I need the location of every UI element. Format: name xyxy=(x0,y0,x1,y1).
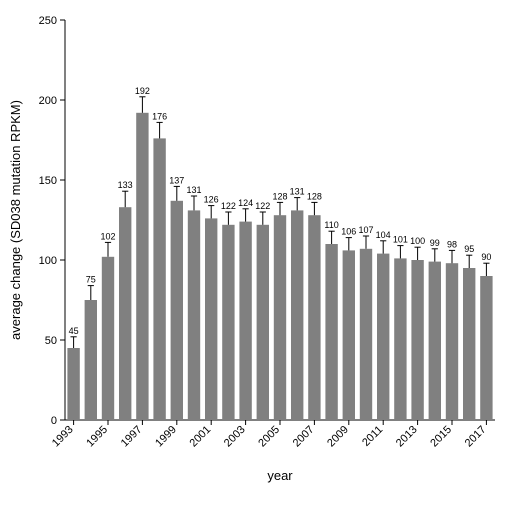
bar xyxy=(325,244,337,420)
bar-value-label: 176 xyxy=(152,111,167,121)
y-tick-label: 250 xyxy=(39,15,57,27)
y-tick-label: 50 xyxy=(45,335,57,347)
x-tick-label: 1993 xyxy=(50,424,76,450)
bar xyxy=(188,210,200,420)
bar-value-label: 110 xyxy=(324,220,338,230)
bar xyxy=(153,138,165,420)
bar-value-label: 128 xyxy=(272,191,287,201)
bar xyxy=(136,113,148,420)
bar xyxy=(394,258,406,420)
x-tick-label: 2003 xyxy=(222,424,248,450)
bar xyxy=(480,276,492,420)
x-tick-label: 1995 xyxy=(84,424,110,450)
bar xyxy=(67,348,79,420)
bar xyxy=(257,225,269,420)
bar-value-label: 102 xyxy=(100,231,115,241)
x-tick-label: 2011 xyxy=(360,424,385,449)
bar-value-label: 95 xyxy=(464,244,474,254)
bar xyxy=(222,225,234,420)
bar xyxy=(463,268,475,420)
bar-value-label: 124 xyxy=(238,198,253,208)
bar xyxy=(429,262,441,420)
bar-value-label: 104 xyxy=(376,230,391,240)
bar-value-label: 131 xyxy=(290,187,305,197)
bar-value-label: 131 xyxy=(186,185,201,195)
bar-value-label: 107 xyxy=(358,225,373,235)
x-tick-label: 2017 xyxy=(463,424,489,450)
bar xyxy=(360,249,372,420)
bar xyxy=(85,300,97,420)
bar-value-label: 133 xyxy=(118,180,133,190)
bar-value-label: 75 xyxy=(86,275,96,285)
x-tick-label: 1999 xyxy=(153,424,179,450)
bar-chart: 0 50 100 150 200 250 average change (SD038 mut… xyxy=(0,0,513,510)
bar xyxy=(308,215,320,420)
bar xyxy=(239,222,251,420)
x-tick-label: 2009 xyxy=(325,424,351,450)
bar xyxy=(102,257,114,420)
bar-value-label: 98 xyxy=(447,239,457,249)
bar xyxy=(205,218,217,420)
x-tick-label: 2007 xyxy=(291,424,317,450)
bar-value-label: 99 xyxy=(430,238,440,248)
bar-value-label: 126 xyxy=(204,195,219,205)
bar-value-label: 122 xyxy=(221,201,236,211)
bar-value-label: 106 xyxy=(341,227,356,237)
bar xyxy=(171,201,183,420)
x-tick-label: 1997 xyxy=(119,424,145,450)
y-tick-label: 200 xyxy=(39,95,57,107)
bar xyxy=(343,250,355,420)
bar-value-label: 90 xyxy=(481,252,491,262)
bar-value-label: 137 xyxy=(169,175,184,185)
x-tick-label: 2005 xyxy=(256,424,282,450)
bar-value-label: 101 xyxy=(393,235,408,245)
y-tick-label: 0 xyxy=(51,415,57,427)
x-tick-label: 2013 xyxy=(394,424,420,450)
bar xyxy=(119,207,131,420)
bar-value-label: 192 xyxy=(135,86,150,96)
y-axis-label: average change (SD038 mutation RPKM) xyxy=(8,100,23,340)
bar xyxy=(274,215,286,420)
y-tick-label: 100 xyxy=(39,255,57,267)
x-axis-label: year xyxy=(267,468,293,483)
y-tick-label: 150 xyxy=(39,175,57,187)
bar-value-label: 128 xyxy=(307,191,322,201)
x-tick-label: 2001 xyxy=(188,424,214,450)
x-tick-label: 2015 xyxy=(428,424,454,450)
bar xyxy=(411,260,423,420)
bar xyxy=(291,210,303,420)
bar xyxy=(377,254,389,420)
bar xyxy=(446,263,458,420)
bar-value-label: 122 xyxy=(255,201,270,211)
bar-value-label: 45 xyxy=(69,326,79,336)
bar-value-label: 100 xyxy=(410,236,425,246)
